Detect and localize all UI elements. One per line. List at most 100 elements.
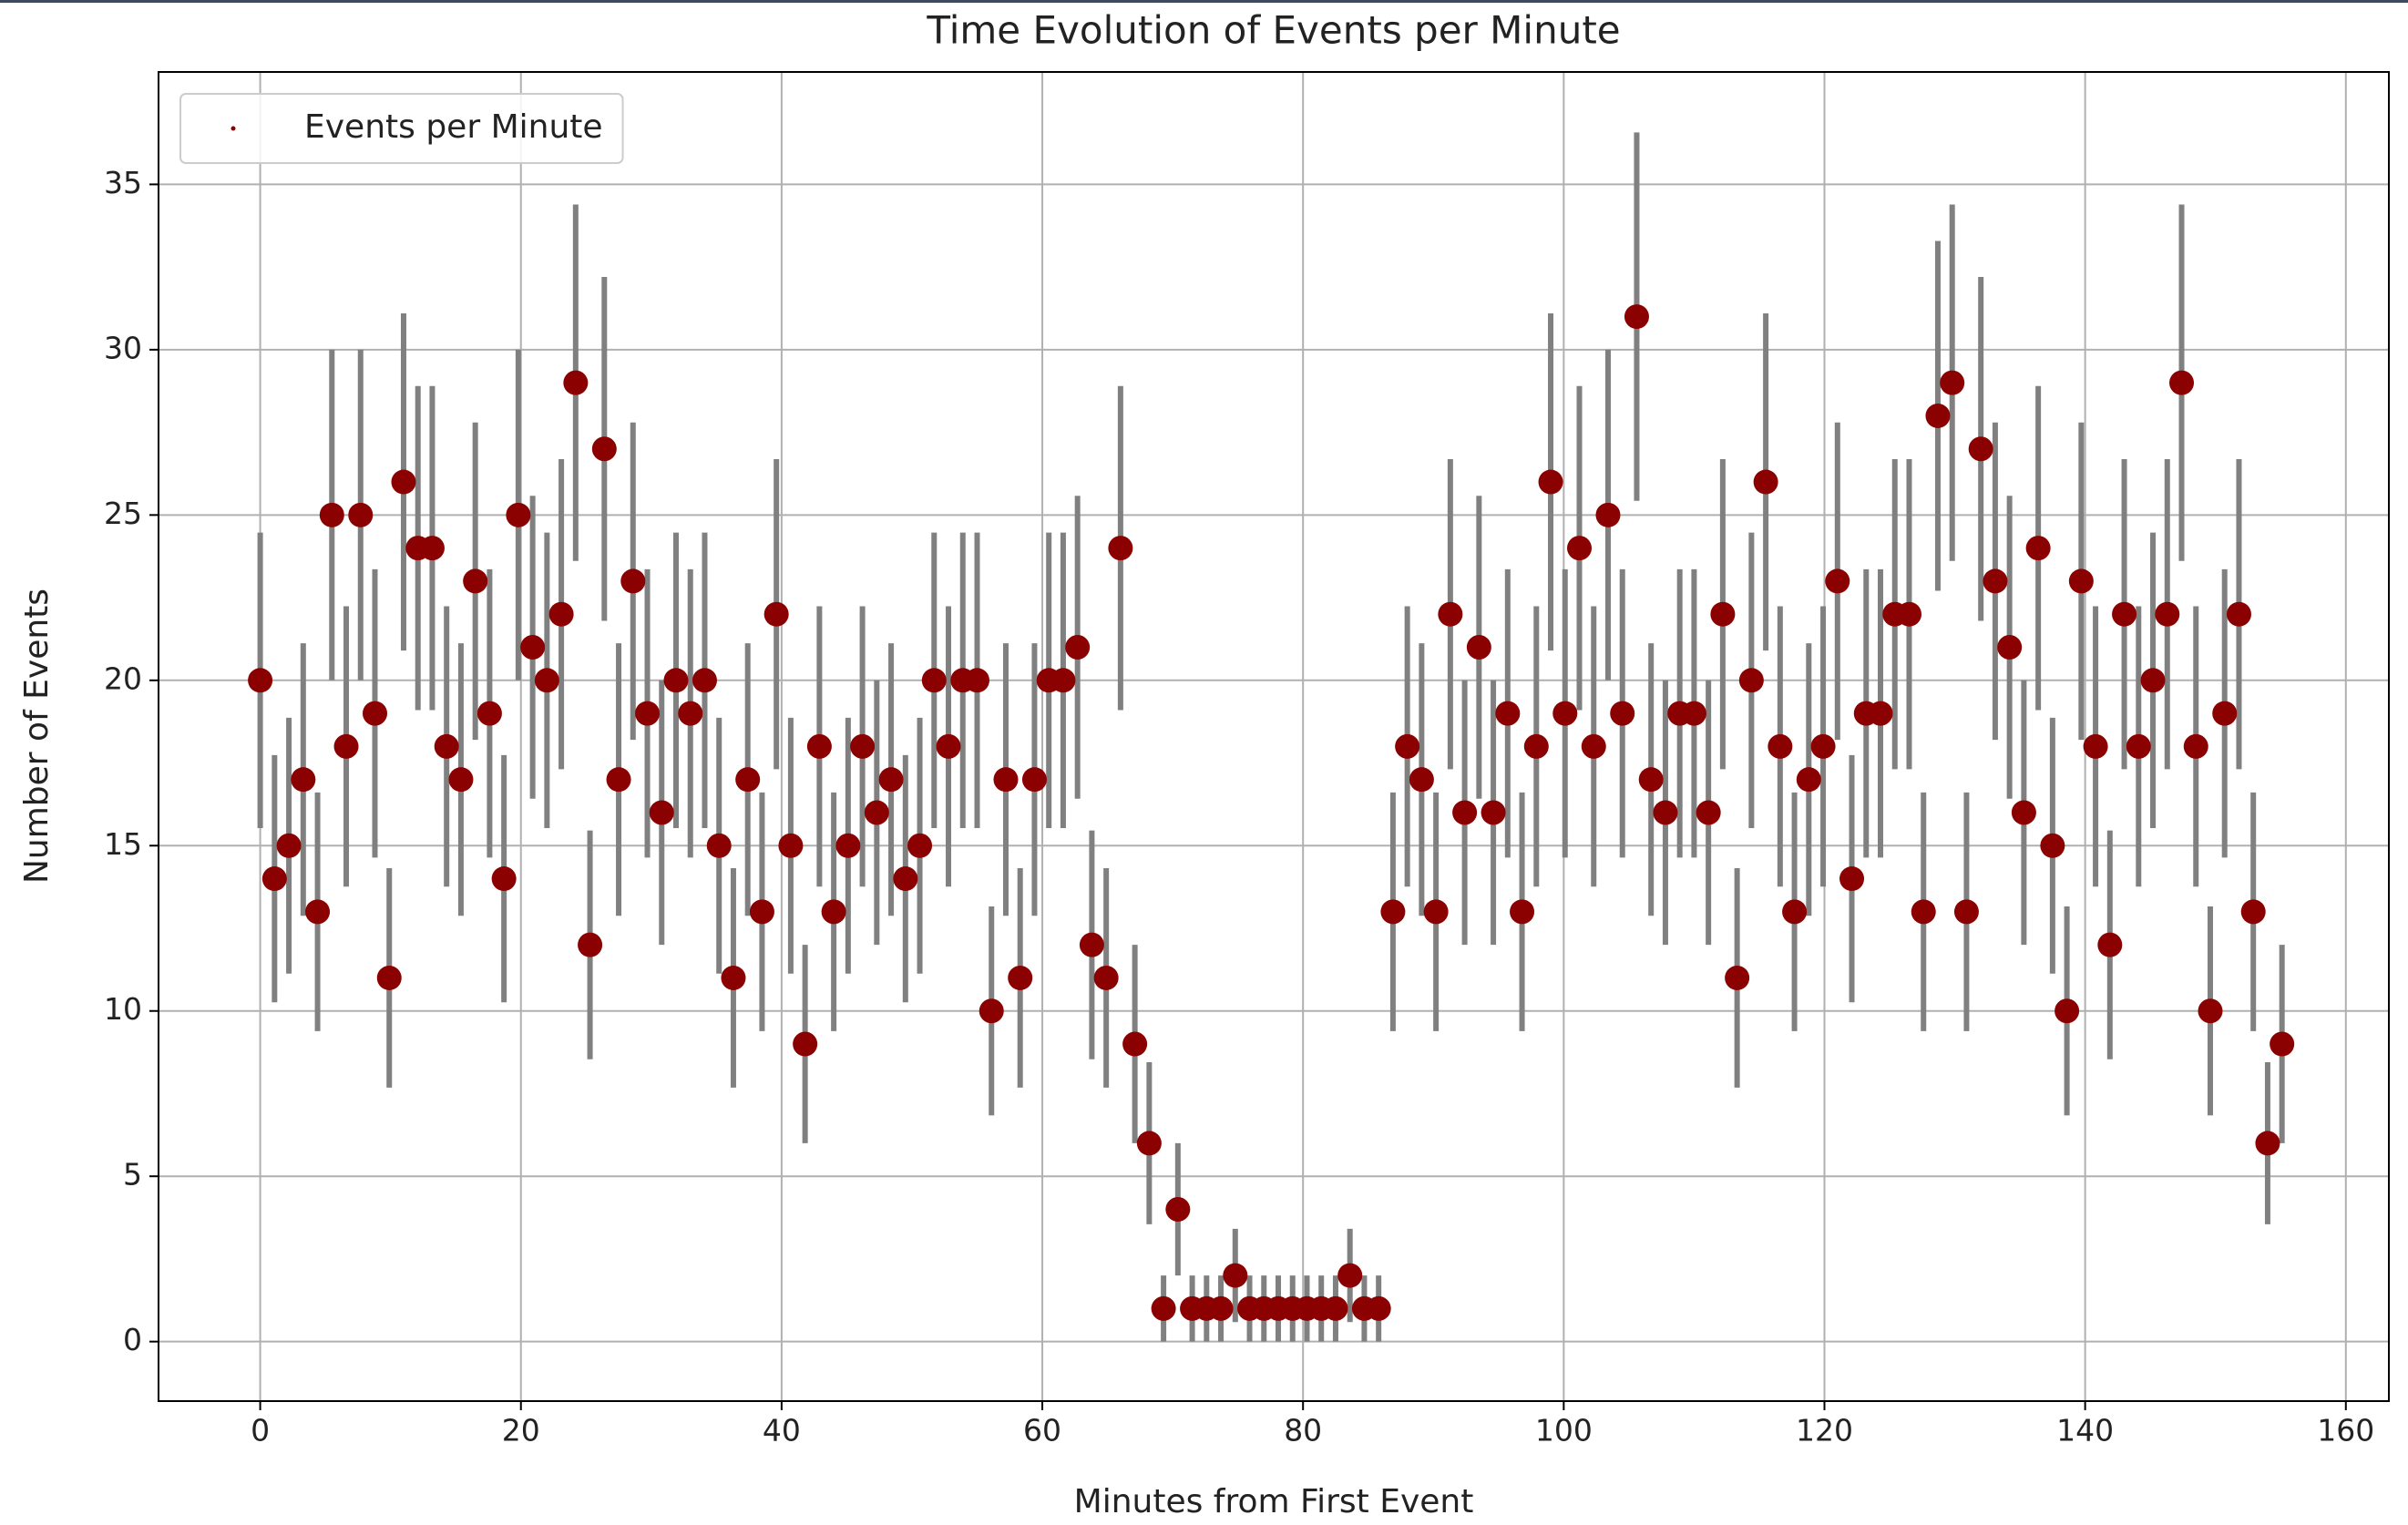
data-point (993, 767, 1019, 793)
y-tick-label: 10 (104, 991, 142, 1027)
x-tick-label: 80 (1284, 1413, 1322, 1448)
x-tick-label: 20 (502, 1413, 540, 1448)
data-point (893, 866, 918, 892)
data-point (563, 370, 589, 395)
data-point (448, 767, 474, 793)
data-point (1983, 568, 2008, 594)
data-point (1151, 1295, 1176, 1321)
x-tick-label: 40 (763, 1413, 801, 1448)
data-point (749, 899, 774, 925)
data-point (864, 800, 889, 825)
data-point (1825, 568, 1850, 594)
data-point (1681, 701, 1706, 726)
y-tick-label: 30 (104, 330, 142, 365)
data-point (721, 965, 746, 990)
data-point (506, 502, 531, 527)
x-tick-label: 60 (1023, 1413, 1061, 1448)
data-point (2097, 932, 2123, 957)
data-point (578, 932, 603, 957)
data-point (2212, 701, 2238, 726)
data-point (763, 601, 789, 627)
data-point (2126, 733, 2151, 759)
axes-frame (158, 71, 2390, 1402)
data-point (2255, 1131, 2280, 1156)
data-point (2112, 601, 2137, 627)
data-point (1452, 800, 1478, 825)
legend: Events per Minute (179, 93, 624, 164)
x-axis-label: Minutes from First Event (1074, 1483, 1474, 1520)
data-point (1710, 601, 1736, 627)
data-point (2183, 733, 2208, 759)
data-point (936, 733, 961, 759)
data-point (806, 733, 832, 759)
data-point (491, 866, 517, 892)
x-tick-label: 160 (2317, 1413, 2374, 1448)
data-point (735, 767, 761, 793)
data-point (1323, 1295, 1348, 1321)
data-point (333, 733, 359, 759)
data-point (1768, 733, 1793, 759)
data-point (2240, 899, 2266, 925)
plot-area (248, 132, 2295, 1342)
data-point (1868, 701, 1893, 726)
data-point (1595, 502, 1621, 527)
axes: 0 20 40 60 80 100 120 140 160 0 5 10 15 20 25 30 35 (104, 165, 2374, 1448)
y-tick-label: 5 (123, 1157, 142, 1192)
data-point (1997, 635, 2023, 660)
data-point (1395, 733, 1420, 759)
data-point (965, 668, 990, 693)
data-point (1136, 1131, 1162, 1156)
data-point (1696, 800, 1721, 825)
data-point (1624, 304, 1649, 330)
data-point (291, 767, 316, 793)
data-point (363, 701, 388, 726)
data-point (2270, 1031, 2295, 1057)
data-point (276, 833, 302, 858)
data-point (1409, 767, 1434, 793)
data-point (2198, 998, 2223, 1024)
data-point (2040, 833, 2065, 858)
data-point (591, 436, 617, 462)
data-point (663, 668, 689, 693)
x-tick-label: 140 (2056, 1413, 2114, 1448)
y-tick-label: 20 (104, 660, 142, 696)
y-tick-label: 25 (104, 496, 142, 531)
data-point (921, 668, 947, 693)
data-point (878, 767, 904, 793)
data-point (1108, 536, 1133, 561)
data-point (1653, 800, 1678, 825)
data-point (1796, 767, 1821, 793)
data-point (1165, 1196, 1191, 1222)
data-point (534, 668, 559, 693)
data-point (1481, 800, 1506, 825)
y-tick-label: 15 (104, 826, 142, 862)
data-point (1466, 635, 1491, 660)
legend-marker (231, 126, 236, 131)
data-point (1725, 965, 1750, 990)
data-point (419, 536, 445, 561)
data-point (706, 833, 732, 858)
data-point (678, 701, 703, 726)
data-point (1581, 733, 1606, 759)
data-point (463, 568, 488, 594)
data-point (1940, 370, 1965, 395)
data-point (850, 733, 876, 759)
data-point (1510, 899, 1535, 925)
data-point (2226, 601, 2251, 627)
data-point (391, 469, 416, 495)
data-point (649, 800, 674, 825)
data-point (1093, 965, 1119, 990)
data-point (1079, 932, 1104, 957)
data-point (979, 998, 1004, 1024)
data-point (1911, 899, 1936, 925)
data-point (1065, 635, 1091, 660)
y-tick-label: 35 (104, 165, 142, 200)
chart-title: Time Evolution of Events per Minute (926, 8, 1620, 53)
data-point (1738, 668, 1764, 693)
data-point (1438, 601, 1463, 627)
data-point (1610, 701, 1635, 726)
data-point (635, 701, 661, 726)
data-point (1810, 733, 1836, 759)
data-point (1896, 601, 1921, 627)
